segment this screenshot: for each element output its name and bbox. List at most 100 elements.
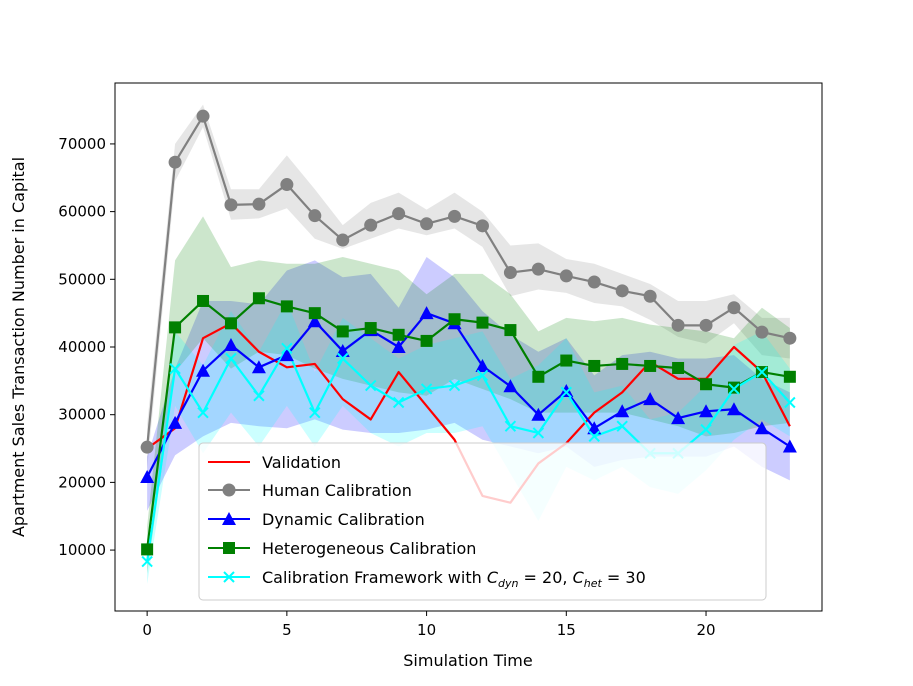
legend-label-human: Human Calibration [262, 481, 412, 500]
dynamic-calibration-point [307, 314, 322, 328]
calibration-framework-with-c-dyn-20-c-het-30-point [784, 396, 796, 409]
calibration-framework-with-c-dyn-20-c-het-30-point [476, 369, 489, 382]
calibration-framework-with-c-dyn-20-c-het-30-band [147, 300, 790, 584]
heterogeneous-calibration-point [700, 378, 713, 391]
heterogeneous-calibration-point [336, 325, 349, 338]
dynamic-calibration-point [782, 439, 797, 453]
human-calibration-point [280, 178, 294, 192]
human-calibration-point [364, 218, 378, 232]
x-tick-label: 20 [696, 621, 715, 639]
human-calibration-point [615, 284, 629, 298]
dynamic-calibration-point [531, 407, 546, 421]
heterogeneous-calibration-point [672, 361, 685, 374]
calibration-framework-with-c-dyn-20-c-het-30-point [504, 420, 517, 432]
human-calibration-point [224, 198, 238, 212]
heterogeneous-calibration-point [169, 321, 182, 334]
heterogeneous-calibration-point [420, 334, 433, 347]
dynamic-calibration-point [223, 337, 238, 351]
heterogeneous-calibration-point [532, 370, 545, 383]
legend-label-framework: Calibration Framework with Cdyn = 20, Ch… [262, 568, 646, 590]
human-calibration-point [727, 301, 741, 315]
dynamic-calibration-point [251, 360, 266, 374]
calibration-framework-with-c-dyn-20-c-het-30-point [392, 396, 405, 409]
x-tick-label: 15 [557, 621, 576, 639]
heterogeneous-calibration-point [280, 300, 293, 313]
human-calibration-point [336, 233, 350, 247]
legend-label-heterogeneous: Heterogeneous Calibration [262, 539, 476, 558]
human-calibration-point [420, 217, 434, 231]
dynamic-calibration-point [587, 421, 602, 435]
human-calibration-point [643, 289, 657, 303]
calibration-framework-with-c-dyn-20-c-het-30-point [588, 430, 600, 443]
heterogeneous-calibration-point [616, 357, 629, 370]
human-calibration-point [448, 209, 462, 223]
human-calibration-point [531, 262, 545, 276]
calibration-framework-with-c-dyn-20-c-het-30-point [560, 386, 573, 399]
x-tick-label: 10 [417, 621, 436, 639]
calibration-framework-with-c-dyn-20-c-het-30-point [337, 352, 349, 365]
heterogeneous-calibration-point [783, 370, 796, 383]
human-calibration-point [671, 318, 685, 332]
human-calibration-band [147, 104, 790, 469]
legend-marker-framework [223, 571, 235, 583]
calibration-framework-with-c-dyn-20-c-het-30-point [700, 423, 712, 436]
human-calibration-point [196, 109, 210, 123]
legend-marker-human [222, 483, 236, 497]
y-tick-label: 70000 [58, 135, 106, 153]
y-axis-ticks: 10000 20000 30000 40000 50000 60000 70000 [58, 135, 115, 559]
human-calibration-point [168, 155, 182, 169]
human-calibration-point [252, 197, 266, 211]
dynamic-calibration-line [146, 312, 791, 478]
legend-box [198, 442, 767, 601]
heterogeneous-calibration-point [644, 359, 657, 372]
y-tick-label: 10000 [58, 541, 106, 559]
dynamic-calibration-point [754, 421, 769, 435]
dynamic-calibration-point [391, 340, 406, 353]
human-calibration-point [559, 269, 573, 283]
calibration-framework-with-c-dyn-20-c-het-30-point [364, 379, 377, 392]
dynamic-calibration-point [643, 392, 658, 406]
heterogeneous-calibration-band [147, 216, 790, 574]
calibration-framework-with-c-dyn-20-c-het-30-point [616, 420, 628, 432]
legend-label-dynamic: Dynamic Calibration [262, 510, 425, 529]
dynamic-calibration-point [140, 469, 155, 483]
human-calibration-point [755, 325, 769, 339]
calibration-framework-with-c-dyn-20-c-het-30-point [532, 427, 545, 439]
calibration-framework-with-c-dyn-20-c-het-30-point [728, 383, 740, 395]
calibration-framework-with-c-dyn-20-c-het-30-point [169, 362, 181, 375]
human-calibration-point [308, 209, 322, 223]
heterogeneous-calibration-point [588, 359, 601, 372]
human-calibration-point [699, 318, 713, 332]
y-tick-label: 60000 [58, 203, 106, 221]
dynamic-calibration-point [559, 384, 574, 397]
calibration-framework-with-c-dyn-20-c-het-30-point [309, 406, 321, 419]
calibration-framework-with-c-dyn-20-c-het-30-point [141, 555, 153, 568]
x-axis-ticks: 0 5 10 15 20 [142, 611, 716, 639]
calibration-framework-with-c-dyn-20-c-het-30-point [420, 383, 433, 395]
y-axis-label: Apartment Sales Transaction Number in Ca… [9, 157, 28, 537]
x-tick-label: 0 [142, 621, 152, 639]
legend-marker-dynamic [222, 512, 236, 525]
heterogeneous-calibration-point [504, 324, 517, 337]
dynamic-calibration-point [726, 402, 741, 416]
calibration-framework-with-c-dyn-20-c-het-30-point [225, 352, 237, 365]
heterogeneous-calibration-point [392, 328, 405, 341]
human-calibration-point [475, 219, 489, 233]
heterogeneous-calibration-point [197, 294, 210, 307]
calibration-framework-with-c-dyn-20-c-het-30-point [253, 390, 265, 402]
series-markers [140, 109, 797, 568]
human-calibration-point [587, 275, 601, 289]
heterogeneous-calibration-point [252, 292, 265, 305]
dynamic-calibration-point [168, 415, 183, 429]
x-tick-label: 5 [282, 621, 292, 639]
dynamic-calibration-point [196, 363, 211, 377]
heterogeneous-calibration-point [224, 317, 237, 330]
calibration-framework-with-c-dyn-20-c-het-30-point [281, 342, 293, 355]
human-calibration-point [503, 266, 517, 280]
heterogeneous-calibration-point [448, 313, 461, 326]
dynamic-calibration-point [671, 411, 686, 425]
dynamic-calibration-point [615, 404, 630, 418]
y-tick-label: 20000 [58, 473, 106, 491]
calibration-framework-with-c-dyn-20-c-het-30-point [197, 406, 209, 419]
heterogeneous-calibration-point [141, 543, 154, 556]
